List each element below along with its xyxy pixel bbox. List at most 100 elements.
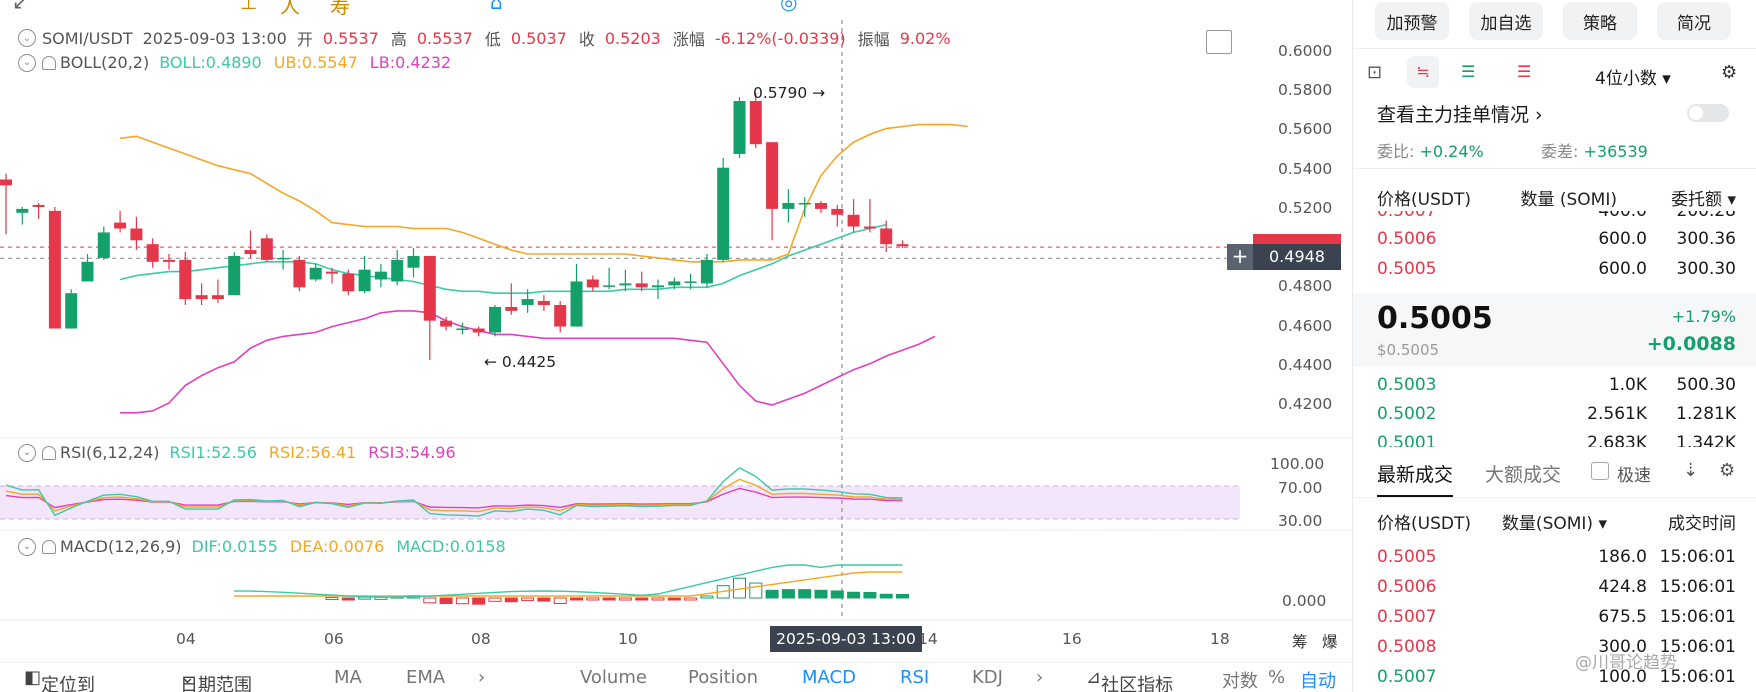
trade-price: 0.5007 [1377, 607, 1437, 627]
percent-toggle[interactable]: % [1268, 667, 1286, 688]
tool-icon[interactable]: 人 [280, 0, 300, 18]
log-toggle[interactable]: 对数 [1222, 671, 1258, 692]
tool-icon[interactable]: 寿 [330, 0, 350, 18]
low-annotation-value: 0.4425 [501, 353, 557, 371]
rsi1-line [5, 467, 903, 517]
candle [114, 222, 127, 229]
overview-button[interactable]: 简况 [1657, 2, 1731, 40]
candle [554, 304, 567, 327]
tab-large-trades[interactable]: 大额成交 [1485, 464, 1562, 486]
add-crosshair-button[interactable]: + [1227, 244, 1253, 270]
last-price-tag [1253, 234, 1341, 244]
bid-row[interactable]: 0.5001 2.683K 1.342K [1377, 429, 1736, 447]
book-bids-icon[interactable]: ☰ [1461, 62, 1476, 81]
book-mode-icon[interactable]: ⊡ [1367, 62, 1383, 83]
community-button[interactable]: ⊿ 社区指标 [1086, 667, 1173, 692]
depth-link[interactable]: 查看主力挂单情况 › [1377, 104, 1543, 126]
ask-price: 0.5006 [1377, 229, 1437, 249]
decimals-label: 4位小数 [1595, 69, 1657, 89]
kline-chart[interactable] [0, 0, 1352, 692]
ask-row[interactable]: 0.5007 400.0 200.28 [1377, 211, 1736, 225]
macd-bar [553, 597, 567, 604]
decimals-select[interactable]: 4位小数 ▾ [1595, 69, 1671, 89]
candle [831, 208, 844, 215]
macd-bar [765, 589, 779, 599]
macd-bar [341, 597, 355, 601]
collapse-icon[interactable]: ⌄ [18, 443, 36, 462]
candle [293, 259, 306, 288]
candle [798, 203, 811, 205]
kdj-tab[interactable]: KDJ [972, 667, 1003, 688]
sort-icon[interactable]: ⇣ [1683, 460, 1699, 481]
chips-toggle[interactable]: 筹 [1292, 633, 1308, 651]
locate-button[interactable]: ◧ 定位到 [24, 667, 95, 692]
bid-row[interactable]: 0.5002 2.561K 1.281K [1377, 400, 1736, 428]
tool-icon[interactable]: ⊥ [240, 0, 258, 14]
alert-bell-icon[interactable] [42, 445, 56, 460]
tool-icon[interactable]: ⌂ [490, 0, 503, 14]
macd-tab[interactable]: MACD [802, 667, 856, 688]
collapse-icon[interactable]: ⌄ [18, 537, 36, 556]
strategy-button[interactable]: 策略 [1563, 2, 1637, 40]
settings-icon[interactable]: ⚙ [1719, 460, 1736, 481]
trade-time: 15:06:01 [1659, 667, 1736, 687]
macd-bar [847, 591, 861, 599]
trade-header-qty-label: 数量(SOMI) [1501, 513, 1594, 534]
crosshair-time-label: 2025-09-03 13:00 [770, 626, 922, 652]
ask-row[interactable]: 0.5005 600.0 300.30 [1377, 255, 1736, 283]
macd-bar [586, 597, 600, 601]
depth-toggle[interactable] [1687, 104, 1729, 122]
settings-icon[interactable]: ⚙ [1721, 62, 1738, 83]
trade-row: 0.5007 675.5 15:06:01 [1377, 603, 1736, 631]
bid-row[interactable]: 0.5003 1.0K 500.30 [1377, 371, 1736, 399]
tab-latest-trades[interactable]: 最新成交 [1377, 460, 1454, 497]
macd-value: MACD:0.0158 [396, 537, 506, 556]
collapse-icon[interactable]: ⌄ [18, 53, 36, 72]
add-alert-button[interactable]: 加预警 [1375, 2, 1449, 40]
chart-area[interactable]: ↙ ⊥ 人 寿 ⌂ ◎ ⌄ SOMI/USDT 2025-09-03 13:00… [0, 0, 1352, 692]
bid-price: 0.5003 [1377, 375, 1437, 395]
ask-row[interactable]: 0.5006 600.0 300.36 [1377, 225, 1736, 253]
chevron-right-icon[interactable]: › [478, 667, 486, 688]
x-tick: 14 [918, 630, 938, 648]
ma-tab[interactable]: MA [334, 667, 362, 688]
low-value: 0.5037 [510, 28, 567, 48]
ask-amount: 300.30 [1676, 259, 1736, 279]
alert-bell-icon[interactable] [42, 539, 56, 554]
locate-label: 定位到 [41, 675, 96, 692]
tool-icon[interactable]: ↙ [12, 0, 29, 14]
open-label: 开 [296, 30, 313, 49]
volume-tab[interactable]: Volume [580, 667, 647, 688]
open-value: 0.5537 [322, 28, 379, 48]
add-watchlist-button[interactable]: 加自选 [1469, 2, 1543, 40]
ema-tab[interactable]: EMA [406, 667, 446, 688]
rsi1-value: RSI1:52.56 [169, 443, 257, 462]
symbol-label: SOMI/USDT [42, 28, 133, 48]
trade-row: 0.5005 186.0 15:06:01 [1377, 543, 1736, 571]
macd-axis-label: 0.000 [1282, 592, 1327, 610]
trade-time: 15:06:01 [1659, 577, 1736, 597]
candle [668, 281, 681, 286]
trade-header-qty[interactable]: 数量(SOMI) ▾ [1501, 513, 1607, 534]
date-range-button[interactable]: 日期范围 ⌄ [180, 667, 252, 692]
collapse-icon[interactable]: ⌄ [18, 29, 36, 47]
candle [749, 101, 762, 145]
book-asks-icon[interactable]: ☰ [1517, 62, 1532, 81]
auto-toggle[interactable]: 自动 [1300, 671, 1336, 692]
rsi-axis-label: 30.00 [1278, 512, 1323, 530]
chevron-right-icon[interactable]: › [1036, 667, 1044, 688]
watermark: @川哥论趋势 [1575, 653, 1677, 673]
rsi-tab[interactable]: RSI [900, 667, 930, 688]
tool-icon[interactable]: ◎ [780, 0, 798, 14]
boll-mid-value: BOLL:0.4890 [159, 53, 262, 72]
book-both-icon[interactable]: ≒ [1407, 56, 1439, 88]
burst-toggle[interactable]: 爆 [1322, 633, 1338, 651]
ask-price: 0.5007 [1377, 211, 1437, 221]
fast-checkbox[interactable] [1591, 462, 1609, 480]
trade-price: 0.5008 [1377, 637, 1437, 657]
position-tab[interactable]: Position [688, 667, 759, 688]
book-header-amount[interactable]: 委托额 ▾ [1671, 189, 1736, 210]
macd-bar [618, 597, 632, 601]
fullscreen-icon[interactable] [1206, 30, 1232, 54]
alert-bell-icon[interactable] [42, 55, 56, 70]
